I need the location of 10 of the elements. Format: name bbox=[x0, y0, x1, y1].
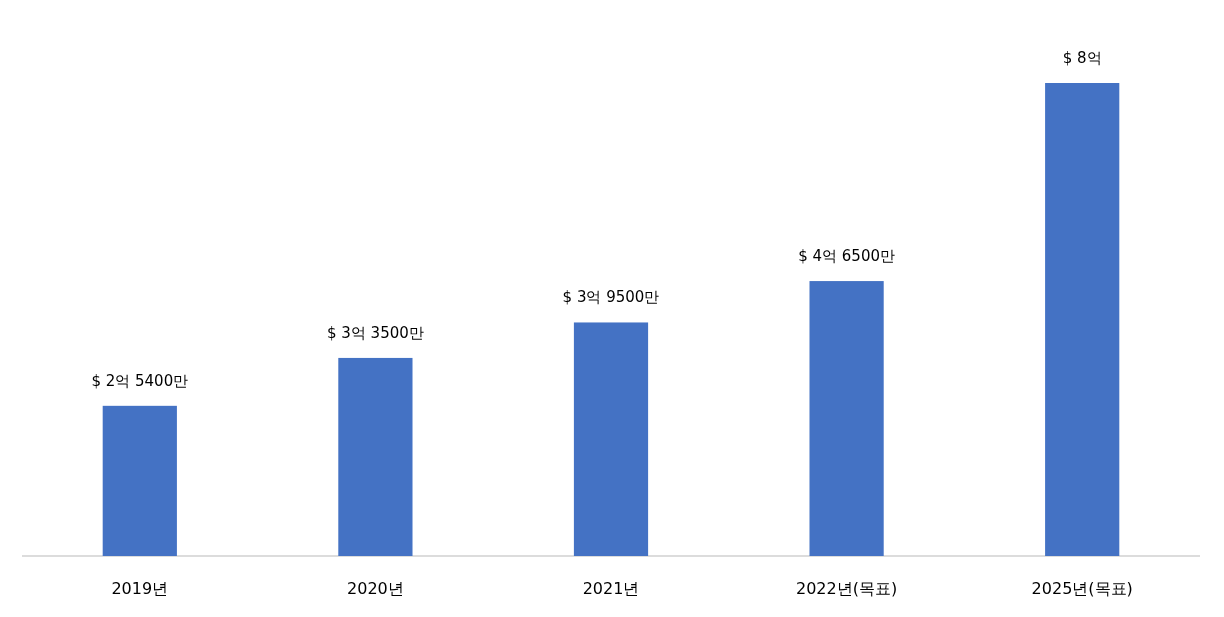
data-label: $ 4억 6500만 bbox=[798, 247, 895, 266]
data-label: $ 3억 9500만 bbox=[562, 288, 660, 307]
x-tick-label: 2021년 bbox=[582, 579, 640, 598]
x-tick-label: 2020년 bbox=[347, 579, 404, 598]
x-tick-label: 2019년 bbox=[111, 579, 169, 598]
data-label: $ 8억 bbox=[1062, 49, 1102, 67]
data-label: $ 3억 3500만 bbox=[327, 323, 424, 342]
data-label: $ 2억 5400만 bbox=[91, 371, 189, 390]
x-tick-label: 2022년(목표) bbox=[796, 579, 898, 598]
x-tick-label: 2025년(목표) bbox=[1031, 579, 1133, 598]
